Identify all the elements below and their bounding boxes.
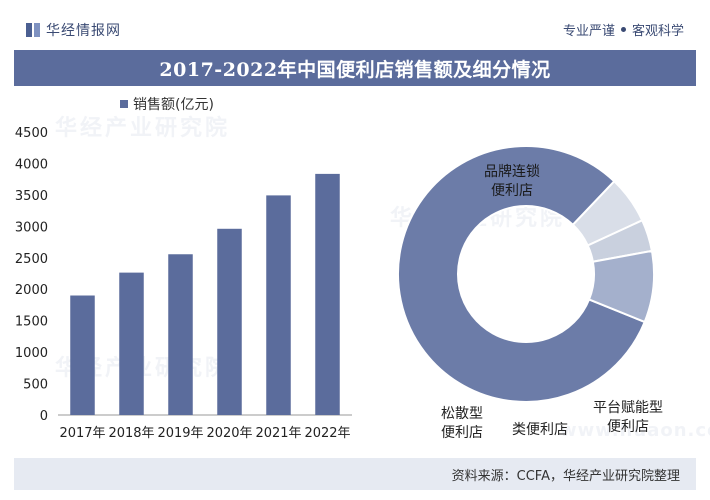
footer: 资料来源：CCFA，华经产业研究院整理 [14, 458, 696, 490]
donut-slice [587, 249, 655, 324]
y-tick-label: 4000 [15, 157, 48, 172]
slogan-left: 专业严谨 [562, 24, 615, 39]
donut-label: 便利店 [441, 425, 483, 441]
logo-icon [26, 23, 40, 37]
slogan-right: 客观科学 [631, 24, 684, 39]
logo-text: 华经情报网 [46, 23, 121, 39]
x-tick-label: 2020年 [206, 426, 252, 441]
x-tick-label: 2022年 [304, 426, 350, 441]
bar-legend: 销售额(亿元) [120, 94, 214, 114]
bar [315, 173, 340, 415]
source-note: 资料来源：CCFA，华经产业研究院整理 [451, 468, 680, 484]
y-tick-label: 3000 [15, 220, 48, 235]
legend-swatch [120, 100, 128, 108]
header: 华经情报网 专业严谨 客观科学 [0, 0, 710, 46]
y-tick-label: 2000 [15, 283, 48, 298]
y-tick-label: 500 [23, 378, 48, 393]
bar [266, 195, 291, 415]
donut-label: 品牌连锁 [484, 163, 540, 180]
y-tick-label: 1000 [15, 346, 48, 361]
x-tick-label: 2017年 [59, 426, 105, 441]
legend-label: 销售额(亿元) [133, 97, 214, 113]
logo: 华经情报网 [26, 20, 121, 40]
y-tick-label: 2500 [15, 252, 48, 267]
slogan: 专业严谨 客观科学 [563, 20, 684, 39]
x-tick-label: 2021年 [255, 426, 301, 441]
chart-title: 2017-2022年中国便利店销售额及细分情况 [14, 50, 696, 86]
donut-label: 平台赋能型 [593, 400, 663, 416]
donut-label: 类便利店 [512, 422, 568, 438]
donut-label: 便利店 [491, 183, 533, 199]
bar [119, 272, 144, 415]
x-tick-label: 2019年 [157, 426, 203, 441]
donut-label: 松散型 [441, 406, 483, 422]
bar [217, 228, 242, 415]
bar [168, 254, 193, 415]
donut-slice [397, 145, 646, 403]
bar [70, 295, 95, 415]
donut-label: 便利店 [607, 419, 649, 435]
y-tick-label: 1500 [15, 315, 48, 330]
y-tick-label: 4500 [15, 126, 48, 141]
dot-icon [620, 27, 626, 32]
y-tick-label: 0 [40, 409, 48, 424]
y-tick-label: 3500 [15, 189, 48, 204]
x-tick-label: 2018年 [108, 426, 154, 441]
